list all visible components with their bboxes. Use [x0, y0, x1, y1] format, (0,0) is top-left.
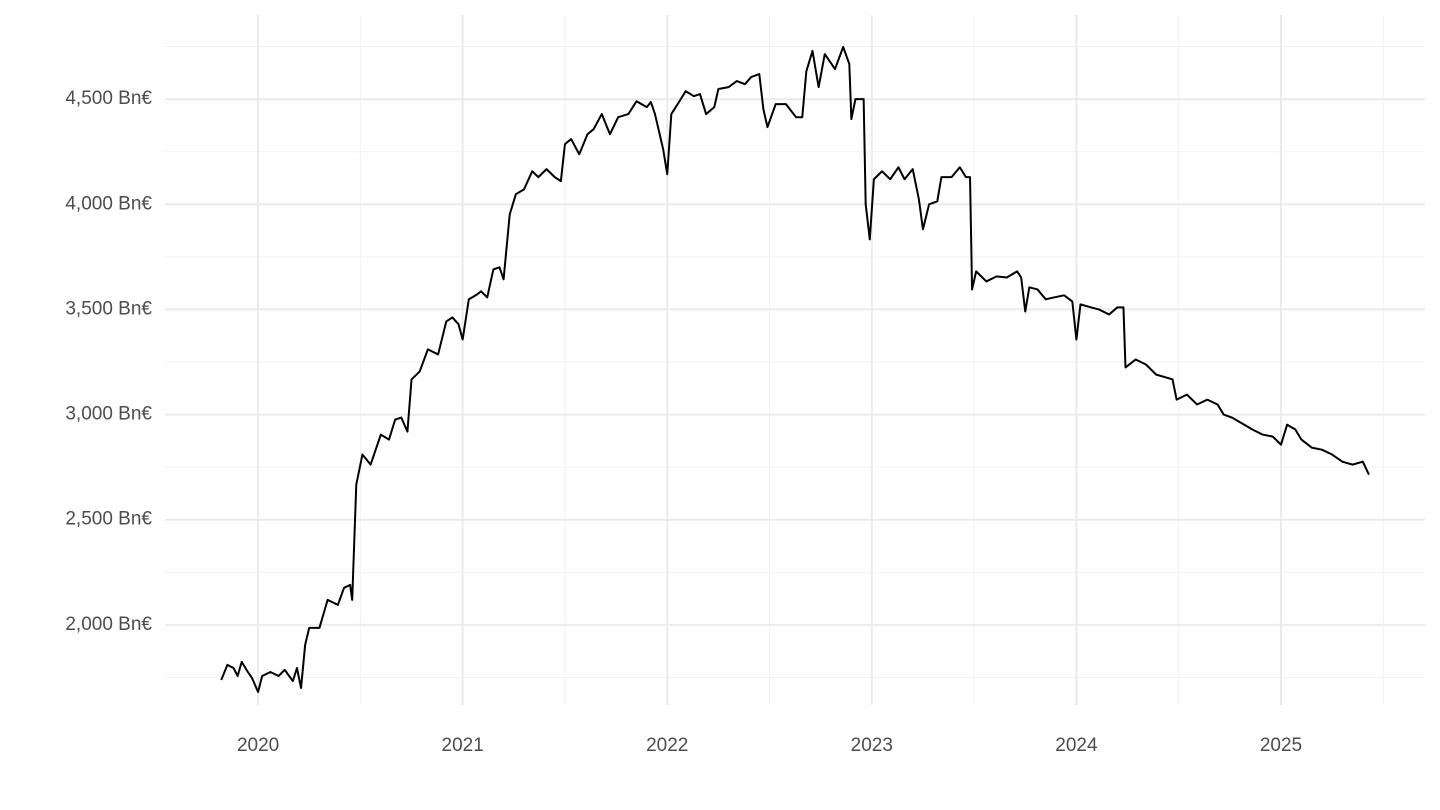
line — [220, 45, 1370, 693]
x-tick-label: 2021 — [442, 735, 484, 756]
x-tick-label: 2020 — [237, 735, 279, 756]
x-tick-label: 2024 — [1055, 735, 1098, 756]
y-tick-label: 4,500 Bn€ — [65, 88, 152, 109]
y-tick-label: 2,000 Bn€ — [65, 614, 152, 635]
y-tick-label: 3,500 Bn€ — [65, 298, 152, 319]
x-tick-label: 2025 — [1260, 735, 1302, 756]
y-tick-label: 4,000 Bn€ — [65, 193, 152, 214]
x-tick-label: 2023 — [851, 735, 893, 756]
y-tick-label: 2,500 Bn€ — [65, 509, 152, 530]
x-tick-label: 2022 — [646, 735, 688, 756]
y-tick-label: 3,000 Bn€ — [65, 404, 152, 425]
